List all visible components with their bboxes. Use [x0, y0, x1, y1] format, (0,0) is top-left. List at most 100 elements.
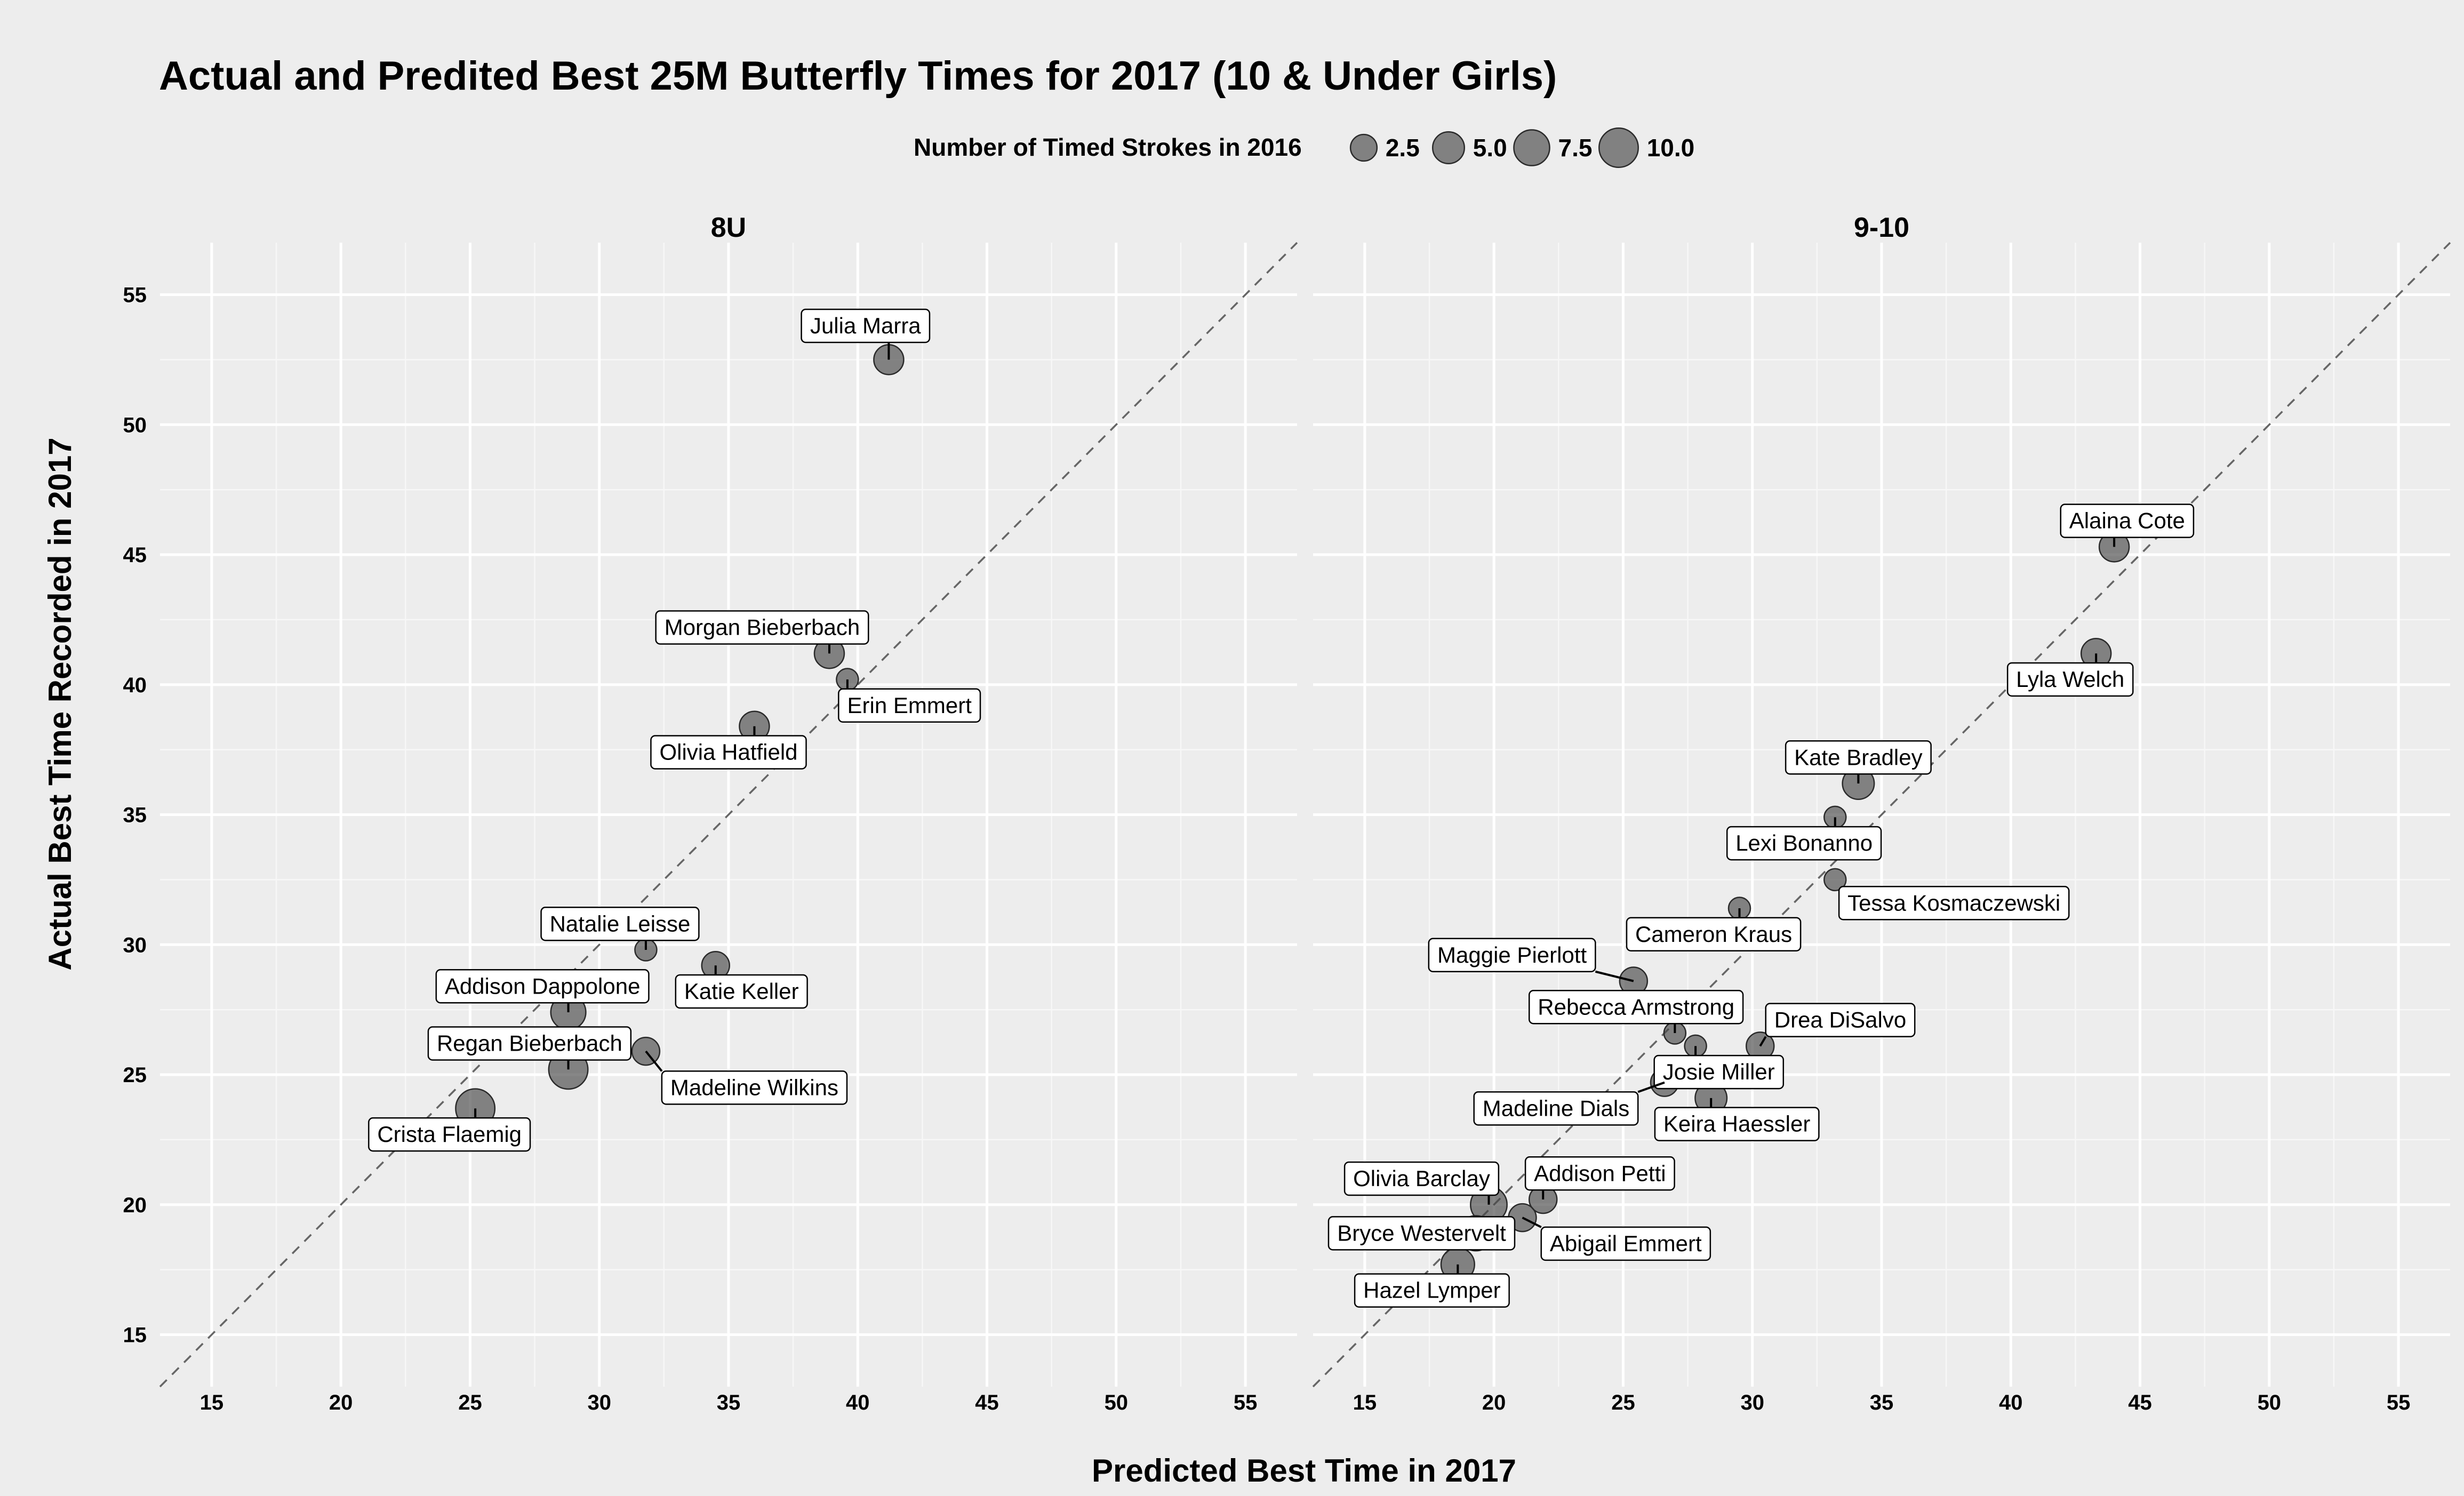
label-group-lexi-bonanno: Lexi Bonanno: [1726, 817, 1882, 861]
point-label-rebecca-armstrong: Rebecca Armstrong: [1538, 994, 1734, 1019]
label-box-lyla-welch: [2006, 662, 2134, 697]
x-tick-label: 50: [1105, 1391, 1129, 1414]
facet-label-8u: 8U: [711, 212, 746, 243]
point-label-tessa-kosmaczewski: Tessa Kosmaczewski: [1847, 890, 2060, 915]
label-group-olivia-barclay: Olivia Barclay: [1343, 1161, 1500, 1205]
x-tick-label: 15: [1353, 1391, 1377, 1414]
label-box-crista-flaemig: [368, 1117, 531, 1152]
x-tick-label: 30: [1740, 1391, 1764, 1414]
leader-line-madeline-dials: [1637, 1081, 1665, 1093]
legend-label-5-0: 5.0: [1473, 134, 1507, 162]
point-label-kate-bradley: Kate Bradley: [1794, 745, 1922, 770]
x-tick-label: 50: [2258, 1391, 2282, 1414]
label-group-josie-miller: Josie Miller: [1653, 1046, 1785, 1090]
label-group-lyla-welch: Lyla Welch: [2006, 653, 2134, 697]
label-group-hazel-lymper: Hazel Lymper: [1354, 1264, 1510, 1308]
label-box-addison-dappolone: [435, 969, 650, 1004]
label-group-morgan-bieberbach: Morgan Bieberbach: [655, 610, 869, 654]
label-box-maggie-pierlott: [1428, 938, 1596, 972]
label-box-drea-disalvo: [1765, 1003, 1916, 1037]
y-tick-label: 35: [123, 804, 147, 827]
point-label-madeline-dials: Madeline Dials: [1483, 1095, 1629, 1121]
y-tick-label: 30: [123, 933, 147, 957]
point-label-addison-dappolone: Addison Dappolone: [445, 973, 641, 998]
label-group-addison-dappolone: Addison Dappolone: [435, 969, 650, 1012]
x-tick-label: 40: [846, 1391, 870, 1414]
point-label-madeline-wilkins: Madeline Wilkins: [670, 1075, 838, 1100]
label-group-maggie-pierlott: Maggie Pierlott: [1428, 938, 1634, 982]
label-box-erin-emmert: [838, 688, 981, 723]
point-label-natalie-leisse: Natalie Leisse: [550, 911, 691, 936]
label-box-cameron-kraus: [1626, 917, 1802, 951]
x-tick-label: 30: [587, 1391, 611, 1414]
point-label-lyla-welch: Lyla Welch: [2016, 667, 2124, 692]
label-box-olivia-hatfield: [650, 735, 807, 770]
legend-label-7-5: 7.5: [1558, 134, 1593, 162]
point-label-cameron-kraus: Cameron Kraus: [1635, 922, 1792, 947]
y-tick-label: 25: [123, 1063, 147, 1087]
legend-circle-5-0: [1431, 131, 1466, 165]
y-tick-label: 50: [123, 413, 147, 437]
point-label-julia-marra: Julia Marra: [810, 313, 921, 338]
point-label-olivia-barclay: Olivia Barclay: [1353, 1166, 1490, 1191]
label-group-madeline-wilkins: Madeline Wilkins: [645, 1050, 848, 1105]
x-tick-label: 35: [1870, 1391, 1894, 1414]
legend-label-10-0: 10.0: [1647, 134, 1695, 162]
label-box-natalie-leisse: [540, 907, 700, 941]
label-group-crista-flaemig: Crista Flaemig: [368, 1108, 531, 1152]
label-group-keira-haessler: Keira Haessler: [1654, 1098, 1820, 1141]
label-box-morgan-bieberbach: [655, 610, 869, 645]
point-label-keira-haessler: Keira Haessler: [1663, 1111, 1810, 1137]
label-box-alaina-cote: [2060, 503, 2195, 538]
label-box-madeline-wilkins: [661, 1070, 848, 1105]
label-group-drea-disalvo: Drea DiSalvo: [1759, 1003, 1916, 1047]
point-label-katie-keller: Katie Keller: [684, 979, 799, 1004]
label-box-olivia-barclay: [1343, 1161, 1500, 1196]
leader-line-drea-disalvo: [1759, 1036, 1767, 1047]
x-tick-label: 45: [975, 1391, 999, 1414]
facet-label-9-10: 9-10: [1854, 212, 1909, 243]
label-group-olivia-hatfield: Olivia Hatfield: [650, 726, 807, 770]
legend-label-2-5: 2.5: [1386, 134, 1420, 162]
point-label-abigail-emmert: Abigail Emmert: [1550, 1231, 1702, 1256]
point-label-erin-emmert: Erin Emmert: [847, 693, 972, 718]
label-box-hazel-lymper: [1354, 1273, 1510, 1308]
chart-title: Actual and Predited Best 25M Butterfly T…: [159, 53, 1557, 99]
x-tick-label: 20: [1482, 1391, 1506, 1414]
label-group-erin-emmert: Erin Emmert: [838, 679, 981, 723]
label-group-cameron-kraus: Cameron Kraus: [1626, 908, 1802, 951]
point-label-drea-disalvo: Drea DiSalvo: [1774, 1007, 1906, 1033]
x-tick-label: 55: [2387, 1391, 2411, 1414]
point-label-olivia-hatfield: Olivia Hatfield: [659, 740, 797, 765]
point-label-addison-petti: Addison Petti: [1534, 1161, 1666, 1186]
y-tick-label: 40: [123, 674, 147, 697]
reference-line: [1312, 242, 2451, 1388]
label-box-rebecca-armstrong: [1529, 990, 1744, 1025]
y-tick-label: 15: [123, 1324, 147, 1347]
label-box-abigail-emmert: [1540, 1226, 1711, 1261]
leader-line-madeline-wilkins: [645, 1050, 663, 1072]
x-tick-label: 20: [329, 1391, 353, 1414]
x-tick-label: 40: [1999, 1391, 2023, 1414]
point-label-josie-miller: Josie Miller: [1663, 1059, 1775, 1084]
label-box-katie-keller: [675, 974, 808, 1009]
label-group-alaina-cote: Alaina Cote: [2060, 503, 2195, 547]
leader-line-maggie-pierlott: [1595, 970, 1634, 982]
point-label-bryce-westervelt: Bryce Westervelt: [1337, 1220, 1506, 1245]
point-label-regan-bieberbach: Regan Bieberbach: [437, 1031, 622, 1056]
label-box-tessa-kosmaczewski: [1838, 886, 2070, 921]
label-group-julia-marra: Julia Marra: [801, 308, 931, 360]
label-group-abigail-emmert: Abigail Emmert: [1522, 1217, 1711, 1261]
label-group-kate-bradley: Kate Bradley: [1785, 740, 1932, 783]
legend-circle-2-5: [1349, 133, 1378, 162]
point-label-lexi-bonanno: Lexi Bonanno: [1735, 830, 1873, 855]
label-box-julia-marra: [801, 308, 931, 343]
legend-title: Number of Timed Strokes in 2016: [914, 133, 1302, 161]
label-group-tessa-kosmaczewski: Tessa Kosmaczewski: [1838, 886, 2070, 921]
y-tick-label: 55: [123, 284, 147, 307]
facet-panel-9-10: 9-10 15 20 25 30 35 40 45 50 55 Alaina Cote Lyla We…: [1312, 212, 2451, 1414]
label-box-bryce-westervelt: [1327, 1216, 1516, 1251]
label-group-regan-bieberbach: Regan Bieberbach: [427, 1026, 632, 1070]
label-box-madeline-dials: [1473, 1091, 1639, 1126]
label-box-lexi-bonanno: [1726, 826, 1882, 861]
